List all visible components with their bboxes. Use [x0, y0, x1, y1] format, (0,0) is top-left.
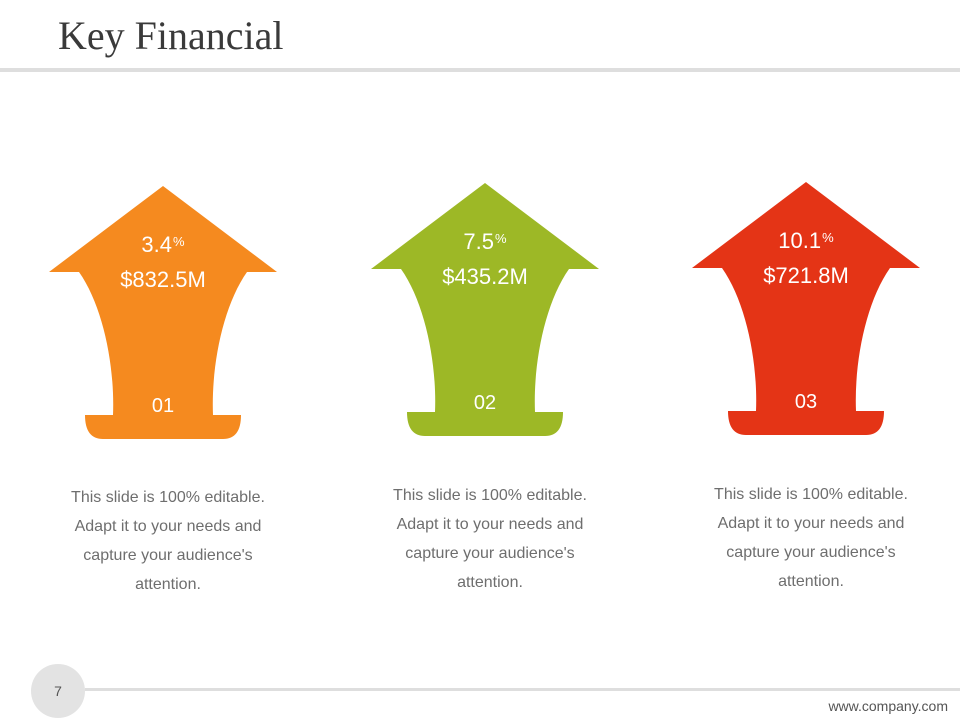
percent-sign: % [495, 231, 507, 246]
arrow-fill-03 [692, 182, 920, 435]
arrow-card-03: 10.1% $721.8M 03 [690, 182, 922, 440]
percent-sign: % [822, 230, 834, 245]
arrow-number-03: 03 [794, 391, 818, 413]
percent-value: 3.4 [141, 232, 173, 257]
arrow-description-01: This slide is 100% editable. Adapt it to… [71, 489, 265, 593]
arrow-percent-02: 7.5% [369, 229, 601, 255]
arrow-number-01: 01 [151, 395, 175, 417]
slide-title: Key Financial [58, 13, 284, 58]
arrow-amount-03: $721.8M [763, 263, 849, 288]
arrow-shape-02 [371, 183, 599, 436]
arrow-fill-02 [371, 183, 599, 436]
percent-value: 7.5 [463, 229, 495, 254]
arrow-percent-01: 3.4% [47, 232, 279, 258]
arrow-amount-01: $832.5M [120, 267, 206, 292]
arrow-amount-02: $435.2M [442, 264, 528, 289]
arrow-shape-01 [49, 186, 277, 439]
arrow-card-02: 7.5% $435.2M 02 [369, 183, 601, 441]
arrow-card-01: 3.4% $832.5M 01 [47, 186, 279, 444]
footer-divider [85, 688, 960, 691]
title-divider [0, 68, 960, 72]
percent-value: 10.1 [778, 228, 822, 253]
arrow-number-02: 02 [473, 392, 497, 414]
percent-sign: % [173, 234, 185, 249]
arrow-fill-01 [49, 186, 277, 439]
page-number-badge: 7 [31, 664, 85, 718]
arrow-percent-03: 10.1% [690, 228, 922, 254]
arrow-shape-03 [692, 182, 920, 435]
footer-url: www.company.com [828, 698, 948, 714]
arrow-description-02: This slide is 100% editable. Adapt it to… [393, 487, 587, 591]
arrow-description-03: This slide is 100% editable. Adapt it to… [714, 486, 908, 590]
